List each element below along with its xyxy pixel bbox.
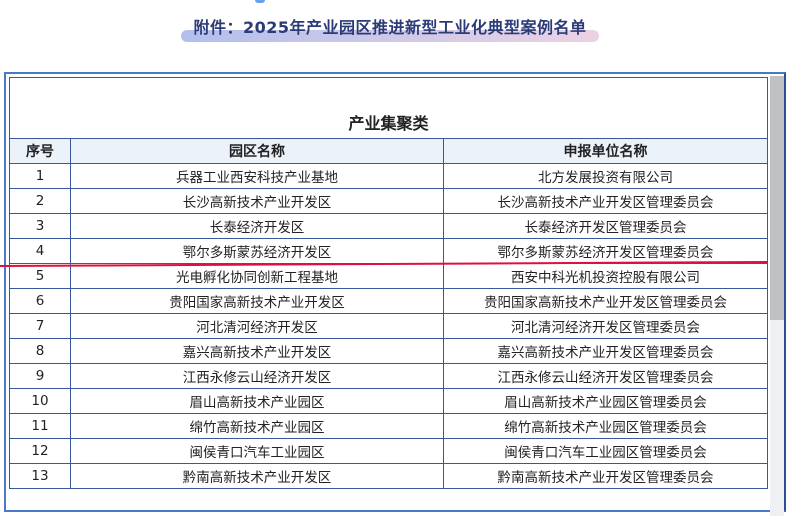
category-title: 产业集聚类: [9, 77, 768, 139]
cell-index: 13: [9, 463, 71, 489]
cell-park-name: 眉山高新技术产业园区: [70, 388, 444, 414]
cell-applicant: 闽侯青口汽车工业园区管理委员会: [443, 438, 768, 464]
table-frame: 产业集聚类 序号 园区名称 申报单位名称 1 兵器工业西安科技产业基地 北方发展投资…: [4, 72, 786, 516]
cell-index: 3: [9, 213, 71, 239]
cell-applicant: 鄂尔多斯蒙苏经济开发区管理委员会: [443, 238, 768, 264]
cell-index: 2: [9, 188, 71, 214]
table-row: 7 河北清河经济开发区 河北清河经济开发区管理委员会: [9, 313, 768, 339]
header-index: 序号: [9, 138, 71, 164]
cell-index: 6: [9, 288, 71, 314]
cell-applicant: 贵阳国家高新技术产业开发区管理委员会: [443, 288, 768, 314]
table-row: 10 眉山高新技术产业园区 眉山高新技术产业园区管理委员会: [9, 388, 768, 414]
cell-index: 9: [9, 363, 71, 389]
cell-park-name: 河北清河经济开发区: [70, 313, 444, 339]
page-title-text: 附件：2025年产业园区推进新型工业化典型案例名单: [193, 18, 587, 37]
cell-applicant: 黔南高新技术产业开发区管理委员会: [443, 463, 768, 489]
cell-index: 8: [9, 338, 71, 364]
header-park-name: 园区名称: [70, 138, 444, 164]
cell-index: 1: [9, 163, 71, 189]
cell-applicant: 嘉兴高新技术产业开发区管理委员会: [443, 338, 768, 364]
table-row: 11 绵竹高新技术产业园区 绵竹高新技术产业园区管理委员会: [9, 413, 768, 439]
table-row: 13 黔南高新技术产业开发区 黔南高新技术产业开发区管理委员会: [9, 463, 768, 489]
cell-park-name: 绵竹高新技术产业园区: [70, 413, 444, 439]
cell-park-name: 嘉兴高新技术产业开发区: [70, 338, 444, 364]
table-row: 12 闽侯青口汽车工业园区 闽侯青口汽车工业园区管理委员会: [9, 438, 768, 464]
table-row: 5 光电孵化协同创新工程基地 西安中科光机投资控股有限公司: [9, 263, 768, 289]
table-row: 1 兵器工业西安科技产业基地 北方发展投资有限公司: [9, 163, 768, 189]
cell-park-name: 江西永修云山经济开发区: [70, 363, 444, 389]
header-applicant: 申报单位名称: [443, 138, 768, 164]
cell-park-name: 贵阳国家高新技术产业开发区: [70, 288, 444, 314]
case-table: 产业集聚类 序号 园区名称 申报单位名称 1 兵器工业西安科技产业基地 北方发展投资…: [9, 77, 768, 489]
page-title: 附件：2025年产业园区推进新型工业化典型案例名单: [181, 14, 599, 42]
top-decoration: [255, 0, 265, 3]
cell-index: 11: [9, 413, 71, 439]
table-row: 9 江西永修云山经济开发区 江西永修云山经济开发区管理委员会: [9, 363, 768, 389]
cell-park-name: 长沙高新技术产业开发区: [70, 188, 444, 214]
cell-park-name: 闽侯青口汽车工业园区: [70, 438, 444, 464]
cell-index: 7: [9, 313, 71, 339]
table-row: 6 贵阳国家高新技术产业开发区 贵阳国家高新技术产业开发区管理委员会: [9, 288, 768, 314]
cell-park-name: 鄂尔多斯蒙苏经济开发区: [70, 238, 444, 264]
cell-applicant: 长沙高新技术产业开发区管理委员会: [443, 188, 768, 214]
cell-applicant: 西安中科光机投资控股有限公司: [443, 263, 768, 289]
cell-park-name: 兵器工业西安科技产业基地: [70, 163, 444, 189]
cell-park-name: 长泰经济开发区: [70, 213, 444, 239]
cell-index: 5: [9, 263, 71, 289]
table-row: 8 嘉兴高新技术产业开发区 嘉兴高新技术产业开发区管理委员会: [9, 338, 768, 364]
cell-applicant: 北方发展投资有限公司: [443, 163, 768, 189]
cell-applicant: 眉山高新技术产业园区管理委员会: [443, 388, 768, 414]
scrollbar-thumb[interactable]: [770, 76, 784, 320]
cell-index: 12: [9, 438, 71, 464]
cell-index: 10: [9, 388, 71, 414]
cell-park-name: 光电孵化协同创新工程基地: [70, 263, 444, 289]
cell-index: 4: [9, 238, 71, 264]
table-row: 3 长泰经济开发区 长泰经济开发区管理委员会: [9, 213, 768, 239]
table-row: 4 鄂尔多斯蒙苏经济开发区 鄂尔多斯蒙苏经济开发区管理委员会: [9, 238, 768, 264]
scrollbar[interactable]: [770, 76, 784, 516]
cell-applicant: 江西永修云山经济开发区管理委员会: [443, 363, 768, 389]
cell-applicant: 绵竹高新技术产业园区管理委员会: [443, 413, 768, 439]
cell-applicant: 河北清河经济开发区管理委员会: [443, 313, 768, 339]
cell-applicant: 长泰经济开发区管理委员会: [443, 213, 768, 239]
cell-park-name: 黔南高新技术产业开发区: [70, 463, 444, 489]
table-row: 2 长沙高新技术产业开发区 长沙高新技术产业开发区管理委员会: [9, 188, 768, 214]
